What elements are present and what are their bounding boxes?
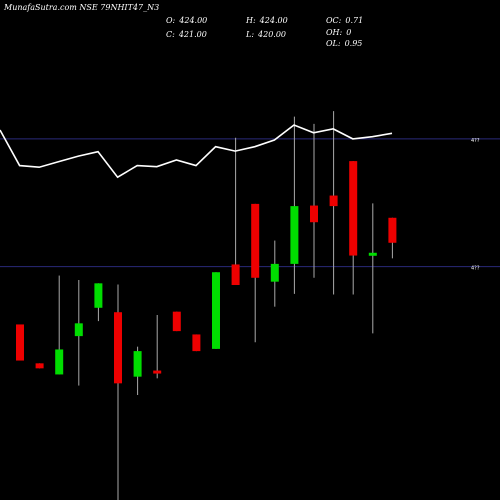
close-value: 421.00 bbox=[178, 30, 207, 39]
candle-body-19 bbox=[388, 217, 397, 243]
svg-text:O:424.00: O: 424.00 bbox=[166, 16, 207, 25]
candle-body-13 bbox=[270, 263, 279, 282]
high-value: 424.00 bbox=[259, 16, 288, 25]
price-level-lines: 4?? 4?? bbox=[0, 138, 500, 272]
candle-body-5 bbox=[114, 312, 122, 384]
high-label: H: bbox=[245, 16, 256, 25]
overlay-line-group bbox=[0, 124, 393, 179]
candle-body-18 bbox=[368, 252, 377, 256]
svg-text:OC:0.71: OC: 0.71 bbox=[326, 16, 363, 25]
candle-body-10 bbox=[212, 272, 220, 349]
chart-title: MunafaSutra.com NSE 79NHIT47_N3 bbox=[3, 3, 159, 12]
low-label: L: bbox=[245, 30, 254, 39]
oh-label: OH: bbox=[326, 28, 343, 37]
candle-body-9 bbox=[192, 334, 201, 352]
svg-text:OH:0: OH: 0 bbox=[326, 28, 351, 37]
candle-body-1 bbox=[35, 363, 44, 369]
svg-text:H:424.00: H: 424.00 bbox=[245, 16, 288, 25]
candle-body-0 bbox=[16, 324, 24, 361]
candle-body-17 bbox=[349, 161, 358, 256]
candle-body-2 bbox=[55, 349, 64, 375]
oc-label: OC: bbox=[326, 16, 342, 25]
candle-body-4 bbox=[94, 283, 103, 308]
candle-body-12 bbox=[251, 203, 260, 278]
candle-body-16 bbox=[329, 195, 338, 207]
svg-text:L:420.00: L: 420.00 bbox=[245, 30, 286, 39]
oh-value: 0 bbox=[346, 28, 351, 37]
svg-text:OL:0.95: OL: 0.95 bbox=[326, 39, 362, 48]
candle-body-15 bbox=[310, 205, 318, 223]
candle-body-7 bbox=[153, 370, 162, 374]
level-label-0: 4?? bbox=[471, 138, 480, 144]
close-label: C: bbox=[166, 30, 175, 39]
ol-value: 0.95 bbox=[345, 39, 363, 48]
candle-body-3 bbox=[74, 323, 83, 337]
candle-bodies bbox=[16, 161, 397, 384]
open-label: O: bbox=[166, 16, 176, 25]
low-value: 420.00 bbox=[257, 30, 286, 39]
candle-body-8 bbox=[172, 311, 181, 332]
candle-body-11 bbox=[231, 264, 240, 285]
svg-text:C:421.00: C: 421.00 bbox=[166, 30, 207, 39]
ol-label: OL: bbox=[326, 39, 341, 48]
candle-body-14 bbox=[290, 206, 299, 264]
open-value: 424.00 bbox=[178, 16, 207, 25]
overlay-line bbox=[0, 124, 393, 179]
oc-value: 0.71 bbox=[345, 16, 363, 25]
candle-body-6 bbox=[133, 351, 142, 377]
ohlc-readout: O: 424.00 C: 421.00 H: 424.00 L: 420.00 OC: 0… bbox=[166, 16, 363, 48]
level-label-1: 4?? bbox=[471, 266, 480, 272]
